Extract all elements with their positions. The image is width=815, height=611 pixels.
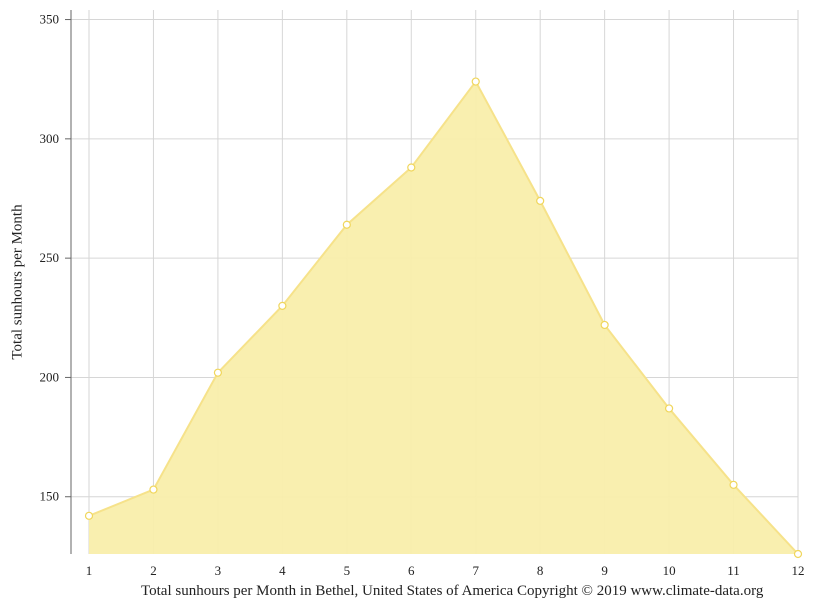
data-point [407,163,416,172]
x-tick-label: 5 [344,563,351,578]
data-point [213,368,223,377]
data-point [84,511,94,520]
data-point [342,220,351,229]
data-point [536,196,545,205]
data-point [664,404,674,413]
data-points [84,77,803,559]
y-tick-label: 350 [40,12,60,27]
series-line [88,79,799,555]
x-tick-label: 1 [86,563,93,578]
data-point [471,77,480,86]
y-tick-label: 150 [40,489,60,504]
y-tick-label: 300 [40,131,60,146]
data-point [729,480,738,489]
x-tick-label: 4 [279,563,286,578]
x-tick-label: 3 [215,563,222,578]
x-tick-label: 9 [601,563,608,578]
chart-caption: Total sunhours per Month in Bethel, Unit… [141,583,764,599]
data-point [149,485,158,494]
data-point [600,320,609,330]
area-fill [89,81,798,554]
x-tick-label: 11 [727,563,740,578]
x-tick-label: 2 [150,563,157,578]
y-axis-title: Total sunhours per Month [9,204,26,360]
x-tick-label: 8 [537,563,544,578]
x-tick-label: 7 [472,563,479,578]
data-point [793,549,803,559]
x-tick-label: 12 [792,563,805,578]
x-tick-label: 6 [408,563,415,578]
data-point [278,301,287,310]
x-tick-label: 10 [663,563,676,578]
area-series [88,79,799,555]
axes [65,10,72,554]
y-tick-label: 250 [40,250,60,265]
y-tick-label: 200 [40,369,60,384]
